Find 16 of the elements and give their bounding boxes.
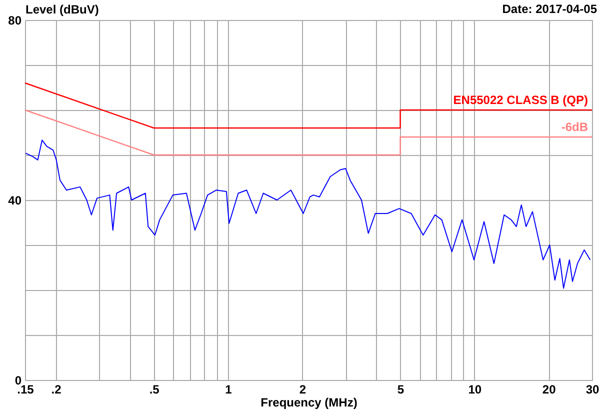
series-label: EN55022 CLASS B (QP)	[453, 93, 588, 107]
x-tick-label: 10	[468, 382, 482, 396]
text: Date: 2017-04-05	[502, 2, 598, 16]
x-tick-label: 1	[225, 382, 232, 396]
x-tick-label: 2	[299, 382, 306, 396]
y-axis-title: Level (dBuV)	[26, 2, 99, 16]
x-tick-label: 5	[397, 382, 404, 396]
x-axis-title: Frequency (MHz)	[260, 396, 358, 410]
y-tick-label: 40	[8, 194, 22, 208]
x-tick-label: .2	[51, 382, 62, 396]
y-tick-label: 0	[14, 374, 22, 388]
series-label: -6dB	[561, 120, 588, 134]
x-tick-label: 20	[542, 382, 556, 396]
y-tick-label: 80	[8, 14, 22, 28]
x-tick-label: 30	[586, 382, 599, 396]
x-tick-label: .5	[149, 382, 160, 396]
